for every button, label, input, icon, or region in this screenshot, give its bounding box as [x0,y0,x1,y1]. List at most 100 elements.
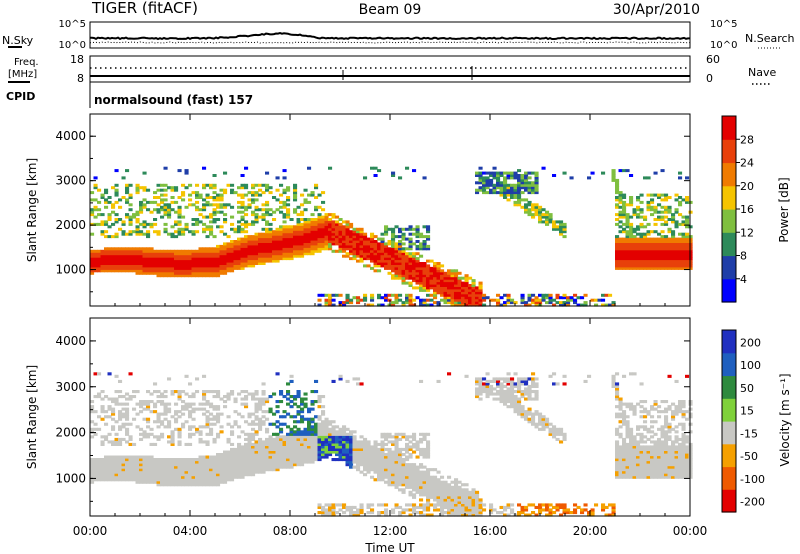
heatmap-cell [426,485,431,489]
heatmap-cell [615,257,620,261]
heatmap-cell [681,249,686,253]
heatmap-cell [317,415,322,419]
heatmap-cell [93,395,98,399]
heatmap-cell [307,244,312,248]
heatmap-cell [223,475,228,479]
heatmap-cell [457,288,462,292]
heatmap-cell [307,227,312,231]
heatmap-cell [454,513,459,517]
heatmap-cell [279,240,284,243]
heatmap-cell [324,240,329,243]
heatmap-cell [324,450,329,454]
heatmap-cell [104,264,109,268]
heatmap-cell [412,252,417,256]
heatmap-cell [212,247,217,251]
heatmap-cell [314,220,319,224]
heatmap-cell [314,205,319,209]
heatmap-cell [237,252,242,256]
heatmap-cell [510,193,515,197]
freq-panel: Freq. [MHz] 18 8 60 0 Nave [8,53,776,85]
heatmap-cell [121,478,126,482]
heatmap-cell [664,262,669,265]
heatmap-cell [104,460,109,464]
heatmap-cell [415,269,420,273]
heatmap-cell [405,293,410,297]
heatmap-cell [408,301,413,305]
heatmap-cell [625,213,630,217]
heatmap-cell [342,427,347,431]
heatmap-cell [377,257,382,261]
heatmap-cell [688,266,693,270]
heatmap-cell [247,445,252,449]
heatmap-cell [685,235,690,239]
heatmap-cell [513,183,518,187]
heatmap-cell [412,259,417,263]
heatmap-cell [373,463,378,467]
heatmap-cell [415,262,420,265]
heatmap-cell [268,244,273,248]
heatmap-cell [471,488,476,492]
heatmap-cell [373,254,378,258]
heatmap-cell [377,465,382,469]
heatmap-cell [615,205,620,209]
heatmap-cell [132,252,137,256]
heatmap-cell [314,242,319,246]
heatmap-cell [198,470,203,474]
heatmap-cell [289,435,294,439]
heatmap-cell [121,247,126,251]
heatmap-cell [415,445,420,449]
heatmap-cell [240,447,245,451]
heatmap-cell [216,455,221,459]
heatmap-cell [209,227,214,231]
heatmap-cell [461,498,466,502]
heatmap-cell [475,303,480,307]
heatmap-cell [433,505,438,509]
heatmap-cell [128,215,133,219]
heatmap-cell [244,402,249,406]
heatmap-cell [107,213,112,217]
heatmap-cell [174,222,179,226]
heatmap-cell [104,230,109,234]
heatmap-cell [198,213,203,217]
heatmap-cell [107,372,112,376]
heatmap-cell [331,232,336,236]
heatmap-cell [510,301,515,305]
heatmap-cell [464,276,469,280]
heatmap-cell [128,465,133,469]
heatmap-cell [149,480,154,484]
heatmap-cell [499,191,504,195]
heatmap-cell [524,186,529,190]
heatmap-cell [247,249,252,253]
heatmap-cell [335,435,340,439]
heatmap-cell [387,440,392,444]
heatmap-cell [506,193,511,197]
heatmap-cell [223,269,228,273]
heatmap-cell [534,186,539,190]
heatmap-cell [636,196,641,199]
heatmap-cell [279,247,284,251]
heatmap-cell [198,271,203,275]
heatmap-cell [174,458,179,462]
heatmap-cell [401,271,406,275]
heatmap-cell [125,432,130,436]
heatmap-cell [419,483,424,487]
heatmap-cell [97,262,102,265]
heatmap-cell [209,249,214,253]
heatmap-cell [408,293,413,297]
heatmap-cell [464,500,469,504]
heatmap-cell [671,232,676,236]
heatmap-cell [111,257,116,261]
heatmap-cell [422,286,427,290]
heatmap-cell [191,463,196,467]
heatmap-cell [244,193,249,197]
heatmap-cell [426,259,431,263]
heatmap-cell [468,276,473,280]
heatmap-cell [275,237,280,241]
heatmap-cell [541,298,546,302]
heatmap-cell [387,470,392,474]
heatmap-cell [188,478,193,482]
heatmap-cell [426,508,431,512]
heatmap-cell [100,397,105,401]
heatmap-cell [195,390,200,394]
heatmap-cell [90,468,95,472]
